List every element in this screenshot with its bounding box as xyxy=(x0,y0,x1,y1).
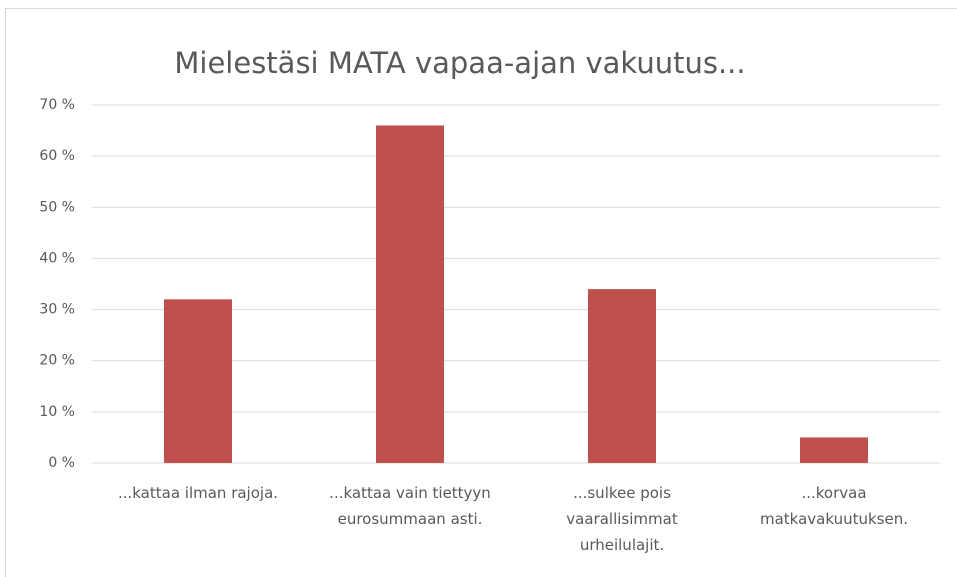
x-tick-label: ...korvaa matkavakuutuksen. xyxy=(759,484,908,528)
y-tick-label: 60 % xyxy=(39,148,75,164)
y-tick-label: 70 % xyxy=(39,97,75,113)
bar xyxy=(588,289,656,463)
y-tick-label: 50 % xyxy=(39,199,75,215)
bar xyxy=(164,299,232,463)
bar xyxy=(376,125,444,463)
y-tick-label: 20 % xyxy=(39,353,75,369)
bar xyxy=(800,437,868,463)
x-tick-label: ...kattaa vain tiettyyn eurosummaan asti… xyxy=(329,484,491,528)
y-tick-label: 0 % xyxy=(48,455,75,471)
x-tick-label: ...sulkee pois vaarallisimmat urheilulaj… xyxy=(566,484,678,554)
chart-title: Mielestäsi MATA vapaa-ajan vakuutus... xyxy=(174,46,745,80)
chart-border xyxy=(5,8,957,577)
y-tick-label: 30 % xyxy=(39,302,75,318)
y-tick-label: 40 % xyxy=(39,250,75,266)
x-tick-label: ...kattaa ilman rajoja. xyxy=(117,484,279,502)
y-tick-label: 10 % xyxy=(39,404,75,420)
